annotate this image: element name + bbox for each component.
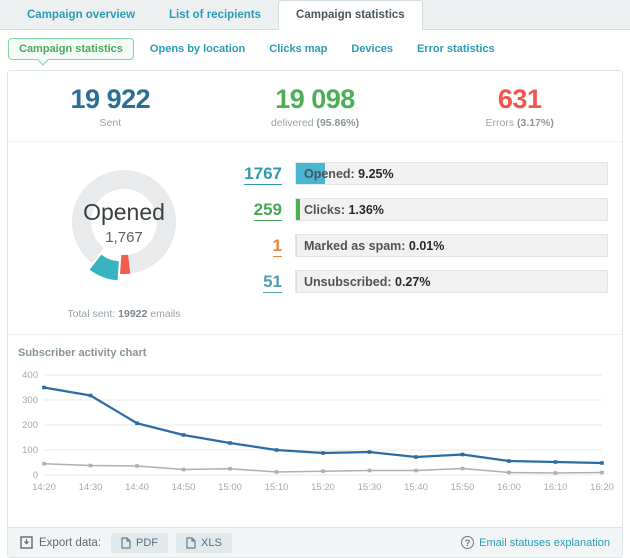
svg-text:400: 400 bbox=[22, 370, 38, 381]
errors-label: Errors (3.17%) bbox=[485, 117, 554, 129]
svg-text:14:30: 14:30 bbox=[79, 482, 103, 493]
footer-bar: Export data: PDF XLS Email statuses expl… bbox=[8, 527, 622, 557]
overview-section: Opened 1,767 Total sent: 19922 emails 17… bbox=[8, 142, 622, 335]
statistics-subnav: Campaign statistics Opens by location Cl… bbox=[0, 30, 630, 70]
unsubscribed-count-link[interactable]: 51 bbox=[263, 271, 282, 293]
sent-count: 19 922 bbox=[70, 84, 151, 114]
unsubscribed-progress-fill bbox=[296, 271, 298, 292]
subscriber-activity-line-chart: 0 100 200 300 400 14:20 14:30 14:40 14:50 15:00 15… bbox=[22, 370, 614, 493]
opened-progress-fill bbox=[296, 163, 325, 184]
subnav-active-label: Campaign statistics bbox=[19, 43, 123, 55]
stat-row-spam: 1 Marked as spam: 0.01% bbox=[236, 234, 608, 257]
file-icon bbox=[186, 536, 196, 549]
summary-errors: 631 Errors (3.17%) bbox=[417, 84, 622, 129]
svg-text:15:20: 15:20 bbox=[311, 482, 335, 493]
file-icon bbox=[121, 536, 131, 549]
total-sent-caption: Total sent: 19922 emails bbox=[67, 308, 181, 320]
spam-count-link[interactable]: 1 bbox=[272, 235, 282, 257]
opened-donut-chart bbox=[72, 170, 176, 281]
opened-progress-bar: Opened: 9.25% bbox=[295, 162, 608, 185]
stat-row-unsubscribed: 51 Unsubscribed: 0.27% bbox=[236, 270, 608, 293]
svg-text:15:50: 15:50 bbox=[451, 482, 475, 493]
export-xls-button[interactable]: XLS bbox=[176, 532, 232, 553]
clicks-count-link[interactable]: 259 bbox=[253, 199, 282, 221]
clicks-bar-label: Clicks: 1.36% bbox=[304, 202, 384, 217]
svg-text:300: 300 bbox=[22, 395, 38, 406]
svg-text:15:10: 15:10 bbox=[265, 482, 289, 493]
sent-label: Sent bbox=[99, 117, 122, 129]
clicks-progress-fill bbox=[296, 199, 301, 220]
svg-text:100: 100 bbox=[22, 445, 38, 456]
spam-bar-label: Marked as spam: 0.01% bbox=[304, 238, 445, 253]
subnav-opens-by-location[interactable]: Opens by location bbox=[149, 43, 246, 55]
subnav-campaign-statistics[interactable]: Campaign statistics bbox=[8, 38, 134, 66]
svg-text:14:40: 14:40 bbox=[125, 482, 149, 493]
unsubscribed-bar-label: Unsubscribed: 0.27% bbox=[304, 274, 431, 289]
stat-rows: 1767 Opened: 9.25% 259 Clicks: 1.36% 1 M… bbox=[230, 150, 610, 320]
svg-text:200: 200 bbox=[22, 420, 38, 431]
email-statuses-explanation-link[interactable]: Email statuses explanation bbox=[461, 536, 610, 549]
activity-chart-title: Subscriber activity chart bbox=[18, 347, 147, 359]
activity-chart-section: Subscriber activity chart 0 100 200 300 400 1… bbox=[8, 335, 622, 527]
opened-bar-label: Opened: 9.25% bbox=[304, 166, 394, 181]
subnav-error-statistics[interactable]: Error statistics bbox=[416, 43, 495, 55]
top-tab-bar: Campaign overview List of recipients Cam… bbox=[0, 0, 630, 30]
unsubscribed-progress-bar: Unsubscribed: 0.27% bbox=[295, 270, 608, 293]
export-pdf-button[interactable]: PDF bbox=[111, 532, 169, 553]
delivered-count: 19 098 bbox=[275, 84, 355, 114]
export-icon bbox=[20, 536, 33, 549]
stat-row-clicks: 259 Clicks: 1.36% bbox=[236, 198, 608, 221]
summary-counters: 19 922 Sent 19 098 delivered (95.86%) 63… bbox=[8, 71, 622, 142]
opened-count-link[interactable]: 1767 bbox=[244, 163, 282, 185]
spam-progress-fill bbox=[296, 235, 298, 256]
svg-text:16:20: 16:20 bbox=[590, 482, 614, 493]
summary-sent: 19 922 Sent bbox=[8, 84, 213, 129]
clicks-progress-bar: Clicks: 1.36% bbox=[295, 198, 608, 221]
delivered-label: delivered (95.86%) bbox=[270, 117, 360, 129]
svg-text:15:30: 15:30 bbox=[358, 482, 382, 493]
tab-list-of-recipients[interactable]: List of recipients bbox=[169, 8, 262, 21]
tab-campaign-overview[interactable]: Campaign overview bbox=[27, 8, 136, 21]
subnav-clicks-map[interactable]: Clicks map bbox=[269, 43, 328, 55]
donut-column: Opened 1,767 Total sent: 19922 emails bbox=[18, 150, 230, 320]
active-tab-pointer bbox=[37, 53, 49, 66]
svg-text:14:50: 14:50 bbox=[172, 482, 196, 493]
svg-text:15:40: 15:40 bbox=[404, 482, 428, 493]
stat-row-opened: 1767 Opened: 9.25% bbox=[236, 162, 608, 185]
svg-text:0: 0 bbox=[33, 470, 38, 481]
summary-delivered: 19 098 delivered (95.86%) bbox=[213, 84, 418, 129]
question-icon bbox=[461, 536, 475, 549]
svg-text:14:20: 14:20 bbox=[32, 482, 56, 493]
statistics-card: 19 922 Sent 19 098 delivered (95.86%) 63… bbox=[7, 70, 623, 558]
spam-progress-bar: Marked as spam: 0.01% bbox=[295, 234, 608, 257]
svg-text:15:00: 15:00 bbox=[218, 482, 242, 493]
export-data-label: Export data: bbox=[39, 536, 102, 549]
tab-campaign-statistics[interactable]: Campaign statistics bbox=[278, 0, 423, 30]
subnav-devices[interactable]: Devices bbox=[351, 43, 393, 55]
svg-text:16:00: 16:00 bbox=[497, 482, 521, 493]
errors-count: 631 bbox=[497, 84, 542, 114]
svg-text:16:10: 16:10 bbox=[544, 482, 568, 493]
